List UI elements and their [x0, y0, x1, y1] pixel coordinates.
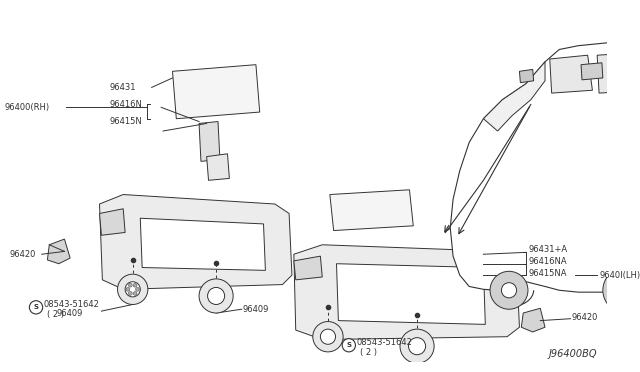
Circle shape: [133, 283, 137, 287]
Circle shape: [118, 274, 148, 305]
Polygon shape: [100, 195, 292, 289]
Polygon shape: [450, 41, 640, 292]
Circle shape: [126, 288, 130, 291]
Circle shape: [129, 283, 132, 287]
Polygon shape: [47, 239, 70, 264]
Text: J96400BQ: J96400BQ: [548, 349, 597, 359]
Text: 96431+A: 96431+A: [529, 245, 568, 254]
Circle shape: [501, 283, 516, 298]
Text: 96400(RH): 96400(RH): [4, 103, 50, 112]
Circle shape: [133, 292, 137, 295]
Text: 96416NA: 96416NA: [529, 257, 568, 266]
Circle shape: [207, 288, 225, 305]
Circle shape: [321, 329, 335, 344]
Polygon shape: [140, 218, 266, 270]
Text: S: S: [33, 304, 38, 310]
Circle shape: [342, 339, 355, 352]
Polygon shape: [550, 55, 593, 93]
Circle shape: [400, 329, 434, 363]
Text: 96416N: 96416N: [109, 100, 142, 109]
Polygon shape: [294, 256, 323, 280]
Text: 96420: 96420: [10, 250, 36, 259]
Text: ( 2 ): ( 2 ): [360, 348, 377, 357]
Polygon shape: [483, 62, 545, 131]
Text: 96409: 96409: [243, 305, 269, 314]
Text: 96431: 96431: [109, 83, 136, 92]
Polygon shape: [520, 70, 534, 83]
Polygon shape: [207, 154, 229, 180]
Circle shape: [129, 292, 132, 295]
Text: 08543-51642: 08543-51642: [356, 338, 412, 347]
Polygon shape: [173, 65, 260, 119]
Text: 96415N: 96415N: [109, 117, 141, 126]
Circle shape: [125, 282, 140, 297]
Circle shape: [313, 321, 343, 352]
Text: S: S: [346, 342, 351, 348]
Polygon shape: [597, 52, 640, 93]
Text: 9640I(LH): 9640I(LH): [599, 270, 640, 280]
Circle shape: [408, 338, 426, 355]
Text: ( 2 ): ( 2 ): [47, 310, 65, 320]
Circle shape: [136, 288, 140, 291]
Circle shape: [617, 282, 634, 299]
Polygon shape: [199, 122, 220, 161]
Polygon shape: [522, 308, 545, 332]
Polygon shape: [337, 264, 485, 324]
Circle shape: [603, 267, 640, 313]
Polygon shape: [581, 63, 603, 80]
Text: 08543-51642: 08543-51642: [44, 300, 99, 309]
Text: 96420: 96420: [572, 313, 598, 322]
Text: 96409: 96409: [57, 308, 83, 318]
Circle shape: [29, 301, 43, 314]
Polygon shape: [330, 190, 413, 231]
Polygon shape: [294, 245, 520, 340]
Text: 96415NA: 96415NA: [529, 269, 568, 278]
Polygon shape: [100, 209, 125, 235]
Circle shape: [490, 271, 528, 309]
Circle shape: [199, 279, 233, 313]
